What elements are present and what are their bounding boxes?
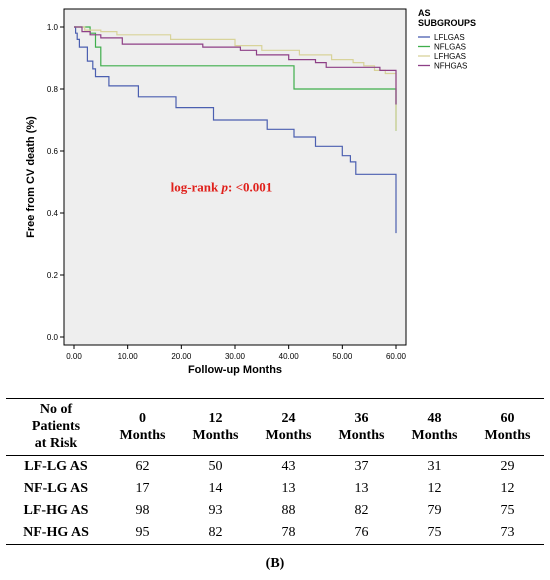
y-tick-label: 0.2 — [47, 271, 59, 280]
plot-area — [63, 8, 407, 346]
legend-label-lfhgas: LFHGAS — [434, 52, 466, 61]
risk-cell: 82 — [208, 525, 223, 540]
risk-header-0-months: 0 Months — [119, 410, 166, 443]
x-tick-label: 40.00 — [279, 352, 300, 361]
risk-cell: 75 — [500, 503, 515, 518]
risk-cell: 82 — [354, 503, 369, 518]
panel-label: (B) — [265, 556, 285, 571]
legend-title: AS — [418, 8, 431, 18]
x-tick-label: 50.00 — [332, 352, 353, 361]
y-tick-label: 0.8 — [47, 85, 59, 94]
risk-cell: 12 — [427, 481, 442, 496]
km-survival-chart: 0.0 0.2 0.4 0.6 0.8 1.0 0.00 10.00 20.00 30.00 40.… — [25, 8, 476, 376]
x-tick-label: 0.00 — [66, 352, 82, 361]
risk-cell: 95 — [135, 525, 150, 540]
risk-cell: 50 — [208, 459, 223, 474]
risk-row-nf-lg: NF-LG AS 17 14 13 13 12 12 — [6, 478, 544, 500]
x-tick-label: 10.00 — [118, 352, 139, 361]
risk-table-header-row: No of Patients at Risk 0 Months 12 Month… — [6, 398, 544, 456]
risk-row-label: NF-LG AS — [23, 481, 89, 496]
risk-row-lf-lg: LF-LG AS 62 50 43 37 31 29 — [6, 456, 544, 479]
y-axis-title: Free from CV death (%) — [25, 116, 37, 238]
risk-cell: 43 — [281, 459, 296, 474]
risk-cell: 37 — [354, 459, 369, 474]
y-tick-label: 0.0 — [47, 333, 59, 342]
patients-at-risk-table: No of Patients at Risk 0 Months 12 Month… — [6, 398, 544, 545]
risk-header-36-months: 36 Months — [338, 410, 385, 443]
risk-header-12-months: 12 Months — [192, 410, 239, 443]
risk-header-48-months: 48 Months — [411, 410, 458, 443]
km-chart-svg: 0.0 0.2 0.4 0.6 0.8 1.0 0.00 10.00 20.00 30.00 40.… — [25, 8, 476, 376]
y-tick-label: 0.4 — [47, 209, 59, 218]
risk-header-24-months: 24 Months — [265, 410, 312, 443]
y-tick-label: 1.0 — [47, 23, 59, 32]
risk-cell: 13 — [281, 481, 296, 496]
risk-cell: 75 — [427, 525, 442, 540]
risk-cell: 93 — [208, 503, 223, 518]
risk-row-label: LF-HG AS — [23, 503, 89, 518]
risk-cell: 78 — [281, 525, 296, 540]
x-tick-label: 20.00 — [171, 352, 192, 361]
x-tick-label: 60.00 — [386, 352, 407, 361]
legend-label-nfhgas: NFHGAS — [434, 62, 467, 71]
series-line-lflgas — [74, 26, 397, 234]
risk-row-nf-hg: NF-HG AS 95 82 78 76 75 73 — [6, 522, 544, 545]
risk-cell: 79 — [427, 503, 442, 518]
risk-cell: 76 — [354, 525, 369, 540]
risk-header-60-months: 60 Months — [484, 410, 531, 443]
legend-label-lflgas: LFLGAS — [434, 33, 465, 42]
risk-cell: 17 — [135, 481, 150, 496]
risk-row-lf-hg: LF-HG AS 98 93 88 82 79 75 — [6, 500, 544, 522]
log-rank-annotation: log-rank p: <0.001 — [171, 179, 273, 194]
risk-cell: 14 — [208, 481, 223, 496]
risk-cell: 12 — [500, 481, 515, 496]
risk-row-label: NF-HG AS — [23, 525, 89, 540]
risk-cell: 31 — [427, 459, 442, 474]
risk-cell: 13 — [354, 481, 369, 496]
y-tick-label: 0.6 — [47, 147, 59, 156]
risk-cell: 73 — [500, 525, 515, 540]
legend-label-nflgas: NFLGAS — [434, 43, 466, 52]
risk-cell: 62 — [135, 459, 150, 474]
series-line-lfhgas — [74, 26, 397, 131]
risk-cell: 88 — [281, 503, 296, 518]
x-tick-label: 30.00 — [225, 352, 246, 361]
x-axis-title: Follow-up Months — [188, 364, 282, 376]
risk-row-label: LF-LG AS — [24, 459, 88, 474]
legend-title: SUBGROUPS — [418, 18, 476, 28]
risk-header-label: No of Patients at Risk — [31, 402, 81, 451]
risk-cell: 29 — [500, 459, 515, 474]
risk-cell: 98 — [135, 503, 150, 518]
series-line-nfhgas — [74, 26, 397, 105]
